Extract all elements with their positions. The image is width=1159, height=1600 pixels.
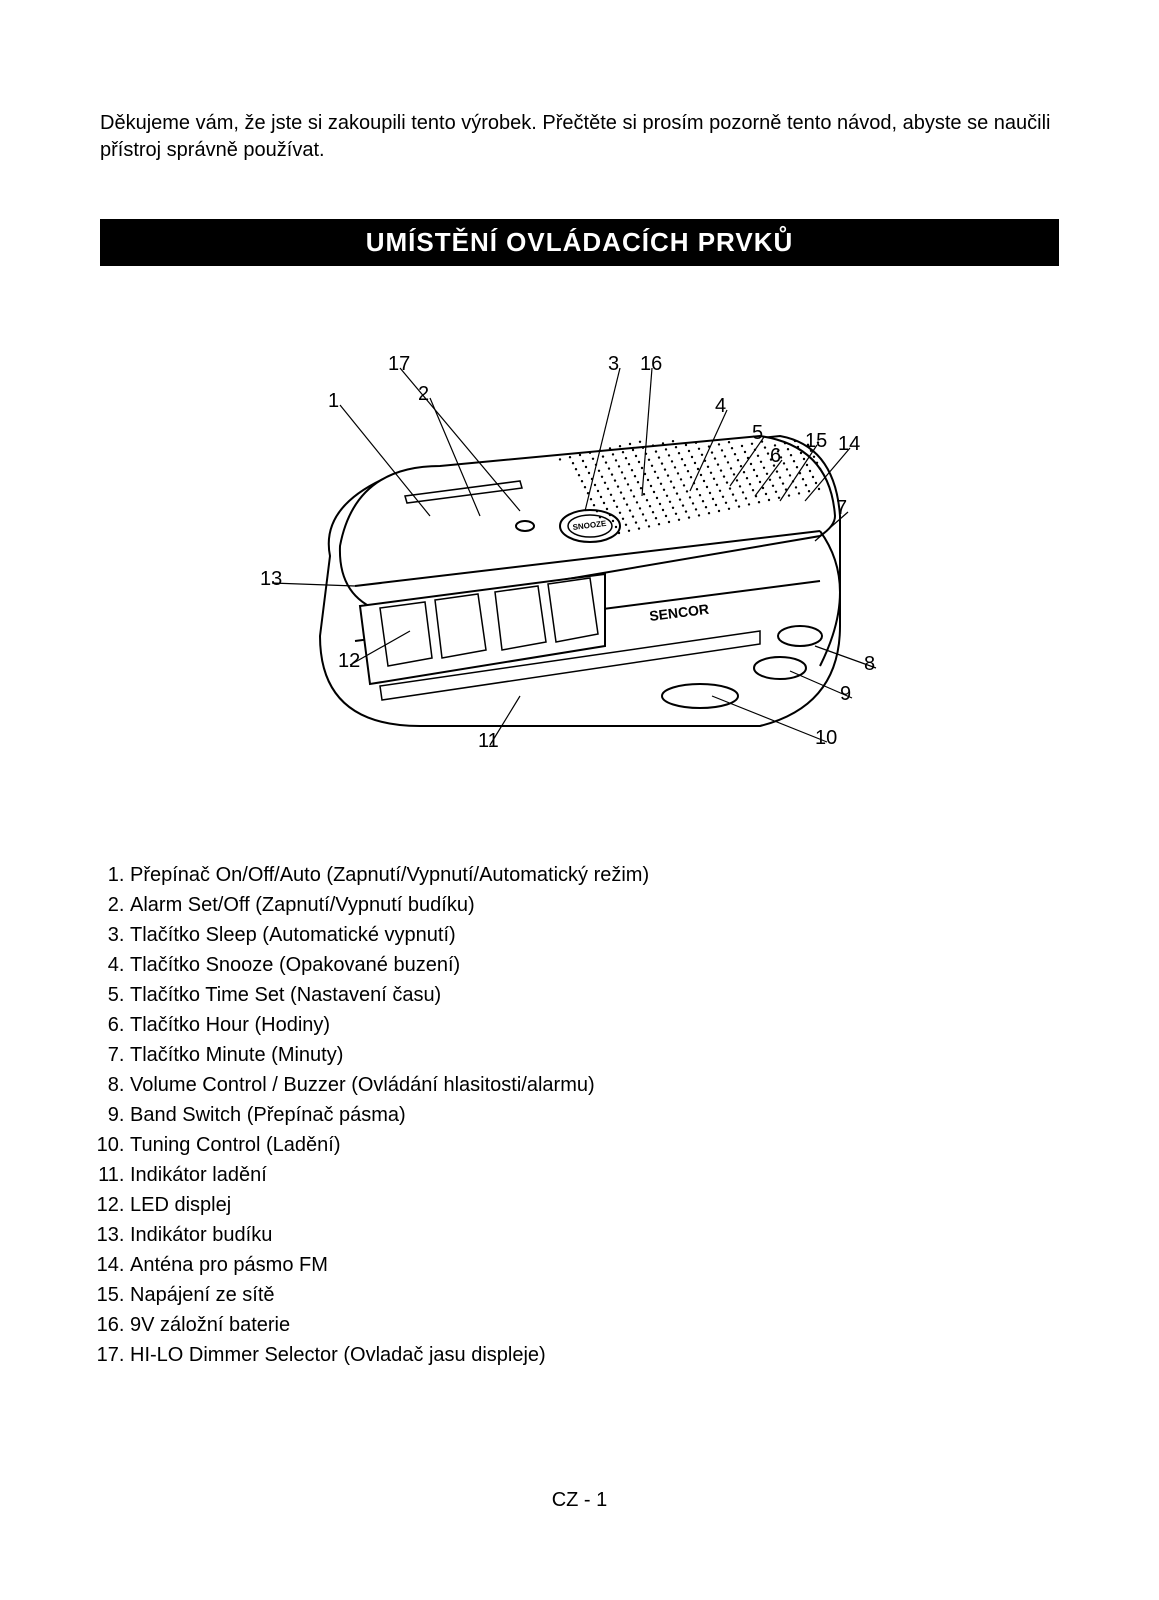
control-item: Tlačítko Minute (Minuty) — [130, 1041, 1059, 1069]
control-item: Indikátor budíku — [130, 1221, 1059, 1249]
controls-list: Přepínač On/Off/Auto (Zapnutí/Vypnutí/Au… — [100, 861, 1059, 1369]
callout-number: 11 — [478, 730, 499, 752]
callout-number: 4 — [715, 395, 726, 417]
callout-number: 12 — [338, 650, 360, 672]
callout-number: 1 — [328, 390, 339, 412]
control-item: Anténa pro pásmo FM — [130, 1251, 1059, 1279]
callout-number: 5 — [752, 422, 763, 444]
control-item: Přepínač On/Off/Auto (Zapnutí/Vypnutí/Au… — [130, 861, 1059, 889]
control-item: Tlačítko Time Set (Nastavení času) — [130, 981, 1059, 1009]
callout-number: 3 — [608, 353, 619, 375]
control-item: Tlačítko Hour (Hodiny) — [130, 1011, 1059, 1039]
callout-number: 16 — [640, 353, 662, 375]
callout-number: 17 — [388, 353, 410, 375]
control-item: 9V záložní baterie — [130, 1311, 1059, 1339]
control-item: Band Switch (Přepínač pásma) — [130, 1101, 1059, 1129]
callout-number: 14 — [838, 433, 860, 455]
section-heading: UMÍSTĚNÍ OVLÁDACÍCH PRVKŮ — [100, 219, 1059, 266]
control-item: Tuning Control (Ladění) — [130, 1131, 1059, 1159]
control-item: Napájení ze sítě — [130, 1281, 1059, 1309]
callout-number: 9 — [840, 683, 851, 705]
device-svg: SENCOR SNOOZE 1217316456151478910111213 — [200, 326, 960, 766]
callout-number: 13 — [260, 568, 282, 590]
callout-number: 8 — [864, 653, 875, 675]
callout-number: 15 — [805, 430, 827, 452]
device-diagram: SENCOR SNOOZE 1217316456151478910111213 — [100, 326, 1059, 771]
page-footer: CZ - 1 — [100, 1489, 1059, 1512]
control-item: Tlačítko Snooze (Opakované buzení) — [130, 951, 1059, 979]
control-item: Indikátor ladění — [130, 1161, 1059, 1189]
control-item: LED displej — [130, 1191, 1059, 1219]
control-item: Tlačítko Sleep (Automatické vypnutí) — [130, 921, 1059, 949]
callout-number: 10 — [815, 727, 837, 749]
control-item: Alarm Set/Off (Zapnutí/Vypnutí budíku) — [130, 891, 1059, 919]
callout-number: 7 — [836, 497, 847, 519]
manual-page: Děkujeme vám, že jste si zakoupili tento… — [0, 0, 1159, 1572]
control-item: Volume Control / Buzzer (Ovládání hlasit… — [130, 1071, 1059, 1099]
control-item: HI-LO Dimmer Selector (Ovladač jasu disp… — [130, 1341, 1059, 1369]
callout-number: 6 — [770, 445, 781, 467]
intro-paragraph: Děkujeme vám, že jste si zakoupili tento… — [100, 110, 1059, 164]
callout-number: 2 — [418, 383, 429, 405]
